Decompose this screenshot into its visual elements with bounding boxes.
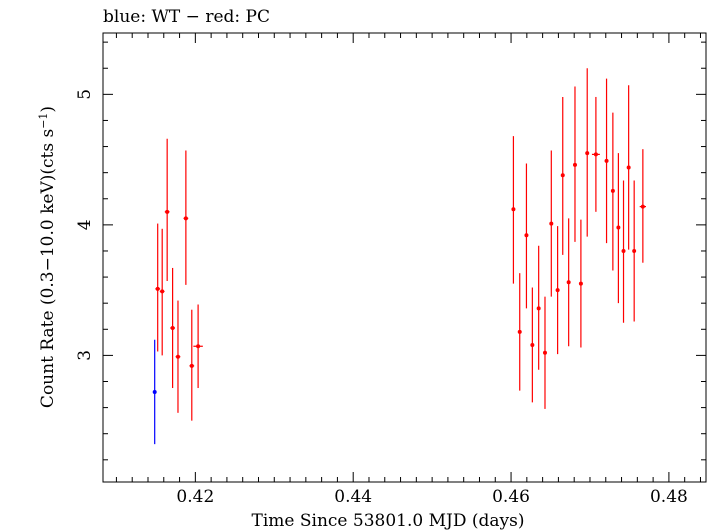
data-point <box>524 163 529 309</box>
data-point <box>555 226 560 355</box>
point-marker <box>585 151 590 156</box>
data-point <box>626 85 631 250</box>
point-marker <box>560 173 565 178</box>
data-point <box>542 296 547 409</box>
point-marker <box>572 162 577 167</box>
data-point <box>560 96 565 255</box>
point-marker <box>593 152 598 157</box>
point-marker <box>183 216 188 221</box>
y-tick-label: 4 <box>75 219 95 230</box>
data-point <box>189 309 195 421</box>
y-axis-label: Count Rate (0.3−10.0 keV)(cts s−1) <box>37 106 58 408</box>
point-marker <box>524 233 529 238</box>
x-tick-label: 0.46 <box>492 487 530 507</box>
data-point <box>536 245 541 370</box>
data-points <box>152 68 647 445</box>
data-point <box>621 180 626 323</box>
axis-ticks <box>103 33 706 482</box>
data-point <box>155 223 161 352</box>
y-tick-label: 3 <box>75 350 95 361</box>
plot-frame <box>102 32 707 483</box>
point-marker <box>189 363 194 368</box>
data-point <box>610 112 615 271</box>
data-point <box>164 138 170 281</box>
data-point <box>616 153 621 304</box>
point-marker <box>175 354 180 359</box>
point-marker <box>517 329 522 334</box>
point-marker <box>610 188 615 193</box>
data-point <box>170 267 175 389</box>
point-marker <box>626 165 631 170</box>
point-marker <box>640 204 645 209</box>
point-marker <box>152 389 157 394</box>
point-marker <box>555 288 560 293</box>
point-marker <box>196 344 201 349</box>
data-point <box>183 150 189 285</box>
chart-title: blue: WT − red: PC <box>103 7 270 27</box>
axis-tick-labels: 0.42 0.44 0.46 0.48 3 4 5 <box>75 89 688 507</box>
point-marker <box>621 248 626 253</box>
point-marker <box>616 225 621 230</box>
point-marker <box>542 350 547 355</box>
data-point <box>604 78 609 244</box>
data-point <box>549 150 554 297</box>
y-axis-label-sup: −1 <box>37 113 50 129</box>
data-point <box>566 218 571 347</box>
data-point <box>572 86 577 242</box>
point-marker <box>604 158 609 163</box>
point-marker <box>155 286 160 291</box>
point-marker <box>170 325 175 330</box>
x-tick-label: 0.42 <box>176 487 214 507</box>
data-point <box>578 219 583 348</box>
point-marker <box>578 281 583 286</box>
data-point <box>511 136 516 284</box>
point-marker <box>511 207 516 212</box>
point-marker <box>536 306 541 311</box>
data-point <box>175 300 181 413</box>
data-point <box>639 149 647 263</box>
point-marker <box>549 221 554 226</box>
point-marker <box>165 209 170 214</box>
data-point <box>530 287 535 403</box>
point-marker <box>632 248 637 253</box>
x-axis-label: Time Since 53801.0 MJD (days) <box>252 511 525 531</box>
data-point <box>193 304 203 389</box>
point-marker <box>566 280 571 285</box>
point-marker <box>160 289 165 294</box>
y-axis-label-end: ) <box>38 106 58 113</box>
data-point <box>585 68 590 237</box>
y-axis-label-main: Count Rate (0.3−10.0 keV)(cts s <box>38 129 58 408</box>
y-tick-label: 5 <box>75 89 95 100</box>
x-tick-label: 0.44 <box>334 487 372 507</box>
point-marker <box>530 342 535 347</box>
data-point <box>591 96 600 212</box>
data-point <box>159 228 165 356</box>
data-point <box>517 273 522 391</box>
data-point <box>632 180 637 322</box>
x-tick-label: 0.48 <box>650 487 688 507</box>
data-point <box>152 339 157 445</box>
